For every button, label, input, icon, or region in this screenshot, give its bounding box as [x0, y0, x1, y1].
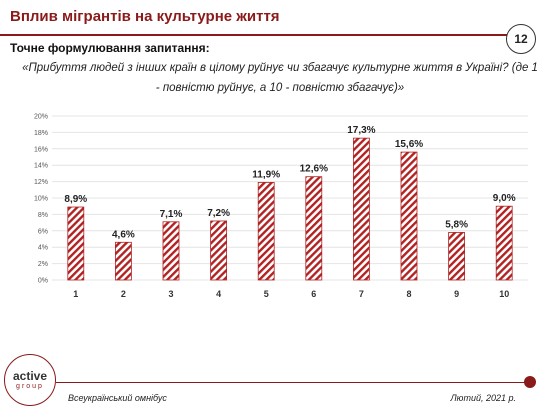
y-tick-label: 2%: [38, 261, 48, 268]
logo-main-text: active: [12, 368, 48, 383]
y-tick-label: 12%: [34, 179, 48, 186]
bar: [115, 241, 132, 281]
bar: [495, 205, 513, 281]
x-tick-label: 4: [216, 289, 221, 299]
y-tick-label: 4%: [38, 245, 48, 252]
x-tick-label: 6: [311, 289, 316, 299]
x-tick-label: 5: [264, 289, 269, 299]
footer-dot: [524, 376, 536, 388]
data-label: 11,9%: [252, 169, 280, 180]
slide-title: Вплив мігрантів на культурне життя: [10, 8, 280, 25]
logo-sub-text: group: [16, 382, 44, 390]
x-tick-label: 1: [73, 289, 78, 299]
x-tick-label: 3: [168, 289, 173, 299]
y-tick-label: 6%: [38, 228, 48, 235]
footer-date: Лютий, 2021 р.: [450, 393, 516, 403]
bar: [352, 137, 370, 281]
data-label: 4,6%: [112, 229, 135, 240]
x-tick-label: 7: [359, 289, 364, 299]
x-tick-label: 2: [121, 289, 126, 299]
x-axis-ticks: 1 2 3 4 5 6 7 8 9 10: [73, 289, 509, 299]
y-tick-label: 0%: [38, 278, 48, 285]
bar: [210, 220, 228, 281]
y-axis-ticks: 0% 2% 4% 6% 8% 10% 12% 14% 16% 18% 20%: [34, 114, 48, 285]
bars: [67, 137, 513, 281]
data-label: 9,0%: [493, 193, 516, 204]
page-number-badge: 12: [506, 24, 536, 54]
y-tick-label: 18%: [34, 130, 48, 137]
y-tick-label: 14%: [34, 163, 48, 170]
x-tick-label: 10: [499, 289, 509, 299]
bar: [400, 151, 418, 281]
x-tick-label: 8: [406, 289, 411, 299]
title-divider: [0, 34, 510, 36]
data-labels: 8,9% 4,6% 7,1% 7,2% 11,9% 12,6% 17,3% 15,6% 5,8%…: [64, 125, 515, 240]
y-tick-label: 10%: [34, 196, 48, 203]
bar: [305, 176, 323, 281]
footer-divider: [56, 382, 528, 383]
data-label: 8,9%: [64, 194, 87, 205]
question-label: Точне формулювання запитання:: [10, 41, 210, 55]
bar: [67, 206, 85, 281]
data-label: 12,6%: [300, 164, 328, 175]
y-tick-label: 8%: [38, 212, 48, 219]
bar: [448, 232, 466, 281]
footer-survey-name: Всеукраїнський омнібус: [68, 393, 167, 403]
data-label: 7,2%: [207, 208, 230, 219]
question-text: «Прибуття людей з інших країн в цілому р…: [22, 62, 538, 94]
bar: [162, 221, 180, 281]
data-label: 17,3%: [347, 125, 375, 136]
data-label: 15,6%: [395, 139, 423, 150]
bar: [257, 182, 275, 281]
company-logo: active group: [4, 354, 56, 406]
y-tick-label: 16%: [34, 146, 48, 153]
data-label: 5,8%: [445, 219, 468, 230]
x-tick-label: 9: [454, 289, 459, 299]
data-label: 7,1%: [160, 209, 183, 220]
y-tick-label: 20%: [34, 114, 48, 121]
